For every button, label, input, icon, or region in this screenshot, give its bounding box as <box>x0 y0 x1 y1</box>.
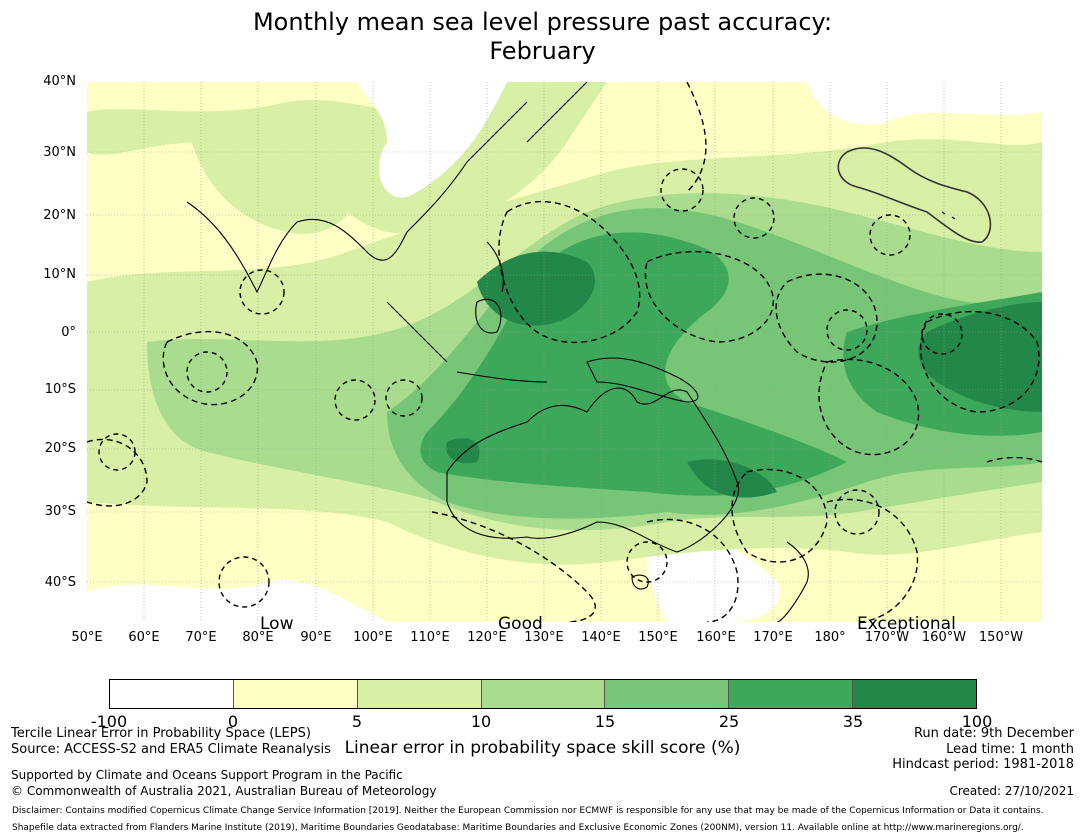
lon-label: 160°W <box>921 630 967 645</box>
colorbar-tick: -100 <box>90 712 128 731</box>
support-text: Supported by Climate and Oceans Support … <box>11 768 403 782</box>
lat-label: 40°N <box>43 74 76 89</box>
lon-label: 60°E <box>128 630 160 645</box>
island-eez-circles <box>98 168 963 608</box>
colorbar-tick: 0 <box>227 712 239 731</box>
colorbar-segment <box>110 680 234 708</box>
source-text: Source: ACCESS-S2 and ERA5 Climate Reana… <box>11 742 331 757</box>
colorbar-tick: 5 <box>351 712 363 731</box>
colorbar-segment <box>233 680 358 708</box>
lat-label: 30°N <box>43 145 76 160</box>
lat-label: 20°N <box>43 208 76 223</box>
lon-label: 100°E <box>353 630 393 645</box>
lon-label: 150°W <box>978 630 1024 645</box>
hawaii-eez-boundary <box>837 147 992 243</box>
lon-label: 180° <box>814 630 846 645</box>
lon-label: 130°E <box>524 630 564 645</box>
colorbar-tick: 10 <box>470 712 492 731</box>
colorbar-segment <box>853 680 977 708</box>
category-exceptional-label: Exceptional <box>857 614 956 634</box>
hindcast-text: Hindcast period: 1981-2018 <box>892 757 1074 772</box>
title-line-2: February <box>489 37 596 65</box>
created-text: Created: 27/10/2021 <box>949 784 1074 798</box>
colorbar-segment <box>729 680 854 708</box>
colorbar-segment <box>481 680 606 708</box>
run-date-text: Run date: 9th December <box>913 726 1074 741</box>
lat-label: 0° <box>61 325 76 340</box>
lon-label: 70°E <box>185 630 217 645</box>
disclaimer-text: Disclaimer: Contains modified Copernicus… <box>12 806 1044 816</box>
colorbar-tick: 15 <box>594 712 616 731</box>
lon-label: 120°E <box>467 630 507 645</box>
colorbar-label: Linear error in probability space skill … <box>344 738 741 758</box>
colorbar-tick: 100 <box>961 712 993 731</box>
colorbar-segment <box>357 680 482 708</box>
title-line-1: Monthly mean sea level pressure past acc… <box>252 8 833 36</box>
map-svg <box>87 82 1042 622</box>
lat-label: 10°N <box>43 267 76 282</box>
lon-label: 50°E <box>71 630 103 645</box>
shapefile-credit-text: Shapefile data extracted from Flanders M… <box>12 823 1024 833</box>
map-title: Monthly mean sea level pressure past acc… <box>0 8 1085 66</box>
lon-label: 110°E <box>410 630 450 645</box>
graticule <box>87 82 1042 622</box>
skill-band-35-100 <box>446 251 1042 498</box>
lat-label: 30°S <box>44 504 76 519</box>
category-low-label: Low <box>260 614 294 634</box>
lead-time-text: Lead time: 1 month <box>946 742 1074 757</box>
lat-label: 40°S <box>44 575 76 590</box>
lat-label: 20°S <box>44 441 76 456</box>
copyright-text: © Commonwealth of Australia 2021, Austra… <box>11 784 437 798</box>
colorbar-tick: 35 <box>842 712 864 731</box>
lon-label: 170°W <box>864 630 910 645</box>
coastlines <box>186 82 956 622</box>
colorbar-tick: 25 <box>718 712 740 731</box>
lon-label: 170°E <box>753 630 793 645</box>
lon-label: 150°E <box>638 630 678 645</box>
eez-boundaries <box>87 82 1042 622</box>
category-good-label: Good <box>498 614 543 634</box>
lon-label: 140°E <box>581 630 621 645</box>
colorbar-segment <box>605 680 730 708</box>
lon-label: 80°E <box>242 630 274 645</box>
skill-band-negative <box>87 82 1042 622</box>
lon-label: 160°E <box>696 630 736 645</box>
lon-label: 90°E <box>300 630 332 645</box>
lat-label: 10°S <box>44 382 76 397</box>
skill-map <box>87 82 1042 622</box>
colorbar <box>109 679 977 709</box>
method-text: Tercile Linear Error in Probability Spac… <box>11 726 311 741</box>
